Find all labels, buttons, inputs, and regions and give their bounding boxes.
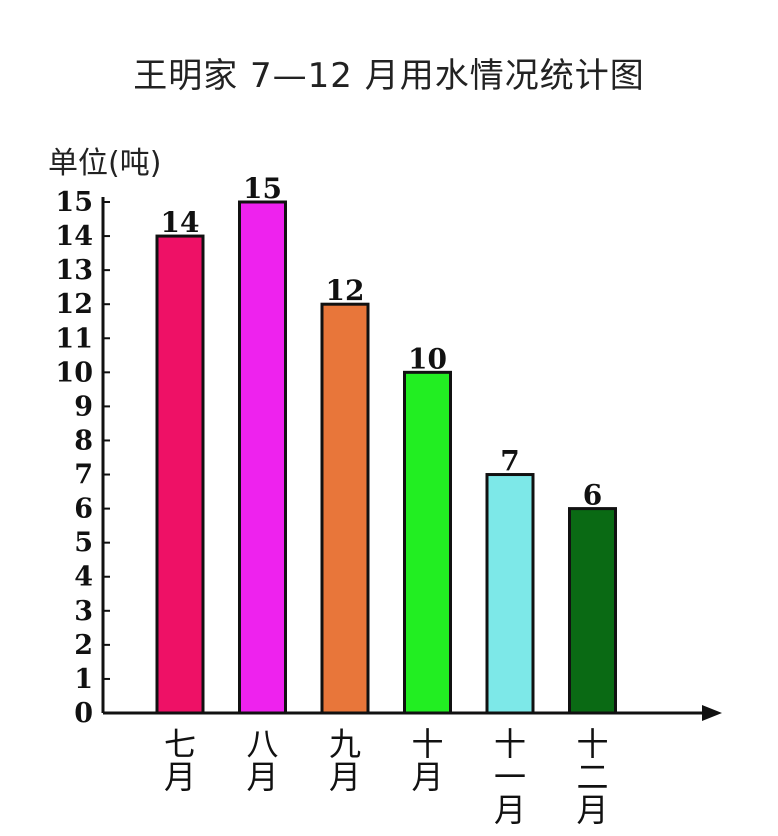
x-tick-label: 月	[329, 758, 361, 796]
y-tick-label: 5	[74, 528, 93, 559]
y-tick-label: 14	[55, 221, 93, 252]
y-tick-label: 6	[74, 494, 93, 525]
data-label: 15	[243, 172, 282, 205]
y-tick-label: 8	[74, 425, 93, 456]
data-label: 12	[326, 274, 365, 307]
x-tick-label: 八	[246, 725, 278, 763]
x-tick-label: 二	[576, 758, 608, 796]
x-tick-label: 月	[494, 791, 526, 829]
x-axis-arrow	[702, 705, 722, 721]
y-tick-label: 15	[55, 187, 93, 218]
y-tick-label: 13	[55, 255, 93, 286]
x-tick-label: 月	[164, 758, 196, 796]
chart-title: 王明家 7—12 月用水情况统计图	[133, 56, 645, 96]
x-tick-label: 十	[411, 725, 443, 763]
x-tick-label: 一	[494, 758, 526, 796]
y-axis-label: 单位(吨)	[48, 146, 162, 181]
bar	[403, 370, 452, 715]
y-tick-label: 7	[74, 460, 93, 491]
y-tick-label: 3	[74, 596, 93, 627]
y-tick-label: 0	[74, 698, 93, 729]
bar	[320, 302, 370, 715]
y-tick-label: 2	[74, 630, 93, 661]
data-label: 7	[500, 445, 519, 478]
x-tick-label: 十	[494, 725, 526, 763]
x-tick-label: 九	[329, 725, 361, 763]
x-tick-label: 月	[576, 791, 608, 829]
data-label: 10	[408, 342, 447, 375]
y-tick-label: 4	[74, 562, 93, 593]
data-label: 14	[161, 206, 200, 239]
y-tick-label: 10	[55, 357, 93, 388]
y-tick-label: 12	[55, 289, 93, 320]
x-tick-label: 月	[246, 758, 278, 796]
data-label: 6	[583, 479, 602, 512]
bar	[238, 200, 287, 715]
bar	[485, 473, 535, 715]
bar	[155, 234, 205, 715]
y-tick-label: 11	[55, 323, 93, 354]
bar	[568, 507, 617, 715]
y-tick-label: 1	[74, 664, 93, 695]
y-tick-label: 9	[74, 391, 93, 422]
x-tick-label: 十	[576, 725, 608, 763]
x-tick-label: 七	[164, 725, 196, 763]
x-tick-label: 月	[411, 758, 443, 796]
